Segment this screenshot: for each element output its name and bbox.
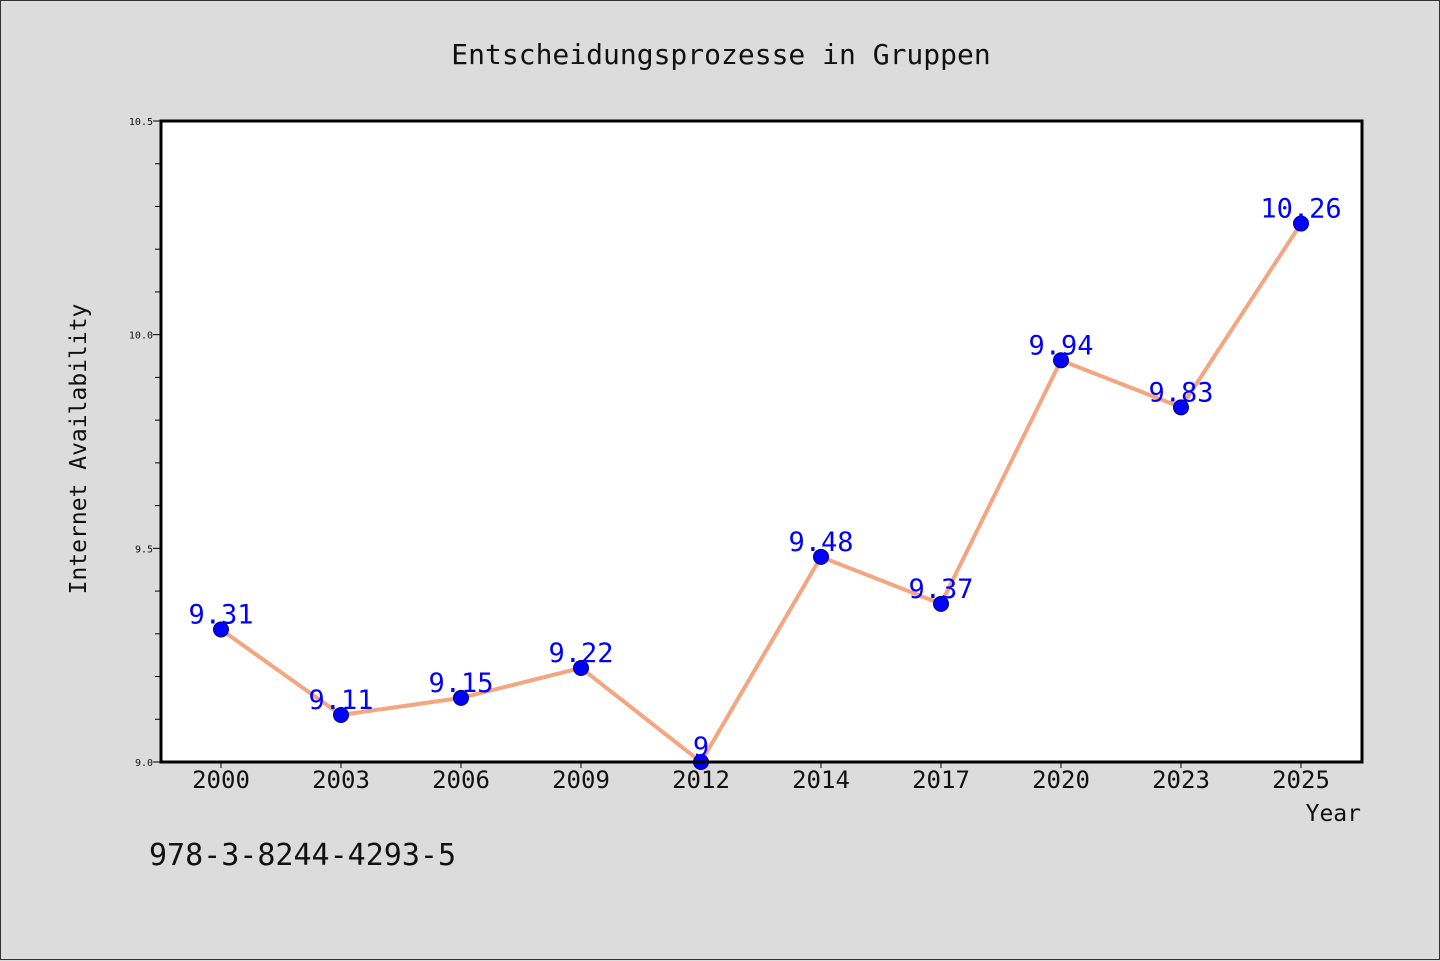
plot-border [159, 119, 1364, 764]
y-axis-label: Internet Availability [66, 304, 92, 595]
x-axis-label: Year [1306, 801, 1361, 827]
data-point [453, 689, 469, 706]
data-point [573, 659, 589, 676]
data-label: 9.11 [308, 685, 373, 716]
x-tick-label: 2014 [792, 766, 850, 794]
x-tick-label: 2017 [912, 766, 970, 794]
x-tick-label: 2000 [192, 766, 250, 794]
data-label: 9.94 [1028, 330, 1093, 361]
y-tick-label: 10.0 [129, 331, 153, 342]
data-markers [213, 215, 1309, 770]
data-point [933, 595, 949, 612]
y-tick-label: 10.5 [129, 117, 153, 128]
data-label: 9.22 [548, 638, 613, 669]
data-label: 9.48 [788, 527, 853, 558]
y-tick-label: 9.5 [135, 544, 153, 555]
data-label: 9 [693, 732, 709, 763]
data-point [1293, 215, 1309, 232]
isbn-label: 978-3-8244-4293-5 [149, 838, 456, 873]
y-axis-ticks: 9.0 9.5 10.0 10.5 [129, 117, 161, 769]
data-label: 9.37 [908, 574, 973, 605]
y-tick-label: 9.0 [135, 758, 153, 769]
x-axis-ticks: 2000 2003 2006 2009 2012 2014 2017 2020 2023 2025 [192, 762, 1330, 794]
plot-area [161, 121, 1362, 762]
data-point [1173, 399, 1189, 416]
data-point [1053, 352, 1069, 369]
data-label: 9.31 [188, 600, 253, 631]
x-tick-label: 2025 [1272, 766, 1330, 794]
data-point [213, 621, 229, 638]
x-tick-label: 2003 [312, 766, 370, 794]
data-point [333, 706, 349, 723]
x-tick-label: 2023 [1152, 766, 1210, 794]
x-tick-label: 2006 [432, 766, 490, 794]
series-line [219, 221, 1303, 764]
data-point [813, 548, 829, 565]
data-label: 10.26 [1260, 194, 1341, 225]
chart-title: Entscheidungsprozesse in Gruppen [451, 38, 990, 71]
x-tick-label: 2020 [1032, 766, 1090, 794]
data-label: 9.83 [1148, 377, 1213, 408]
data-labels: 9.31 9.11 9.15 9.22 9 9.48 9.37 9.94 9.83 10.26 [188, 194, 1341, 763]
x-tick-label: 2012 [672, 766, 730, 794]
x-tick-label: 2009 [552, 766, 610, 794]
data-label: 9.15 [428, 668, 493, 699]
